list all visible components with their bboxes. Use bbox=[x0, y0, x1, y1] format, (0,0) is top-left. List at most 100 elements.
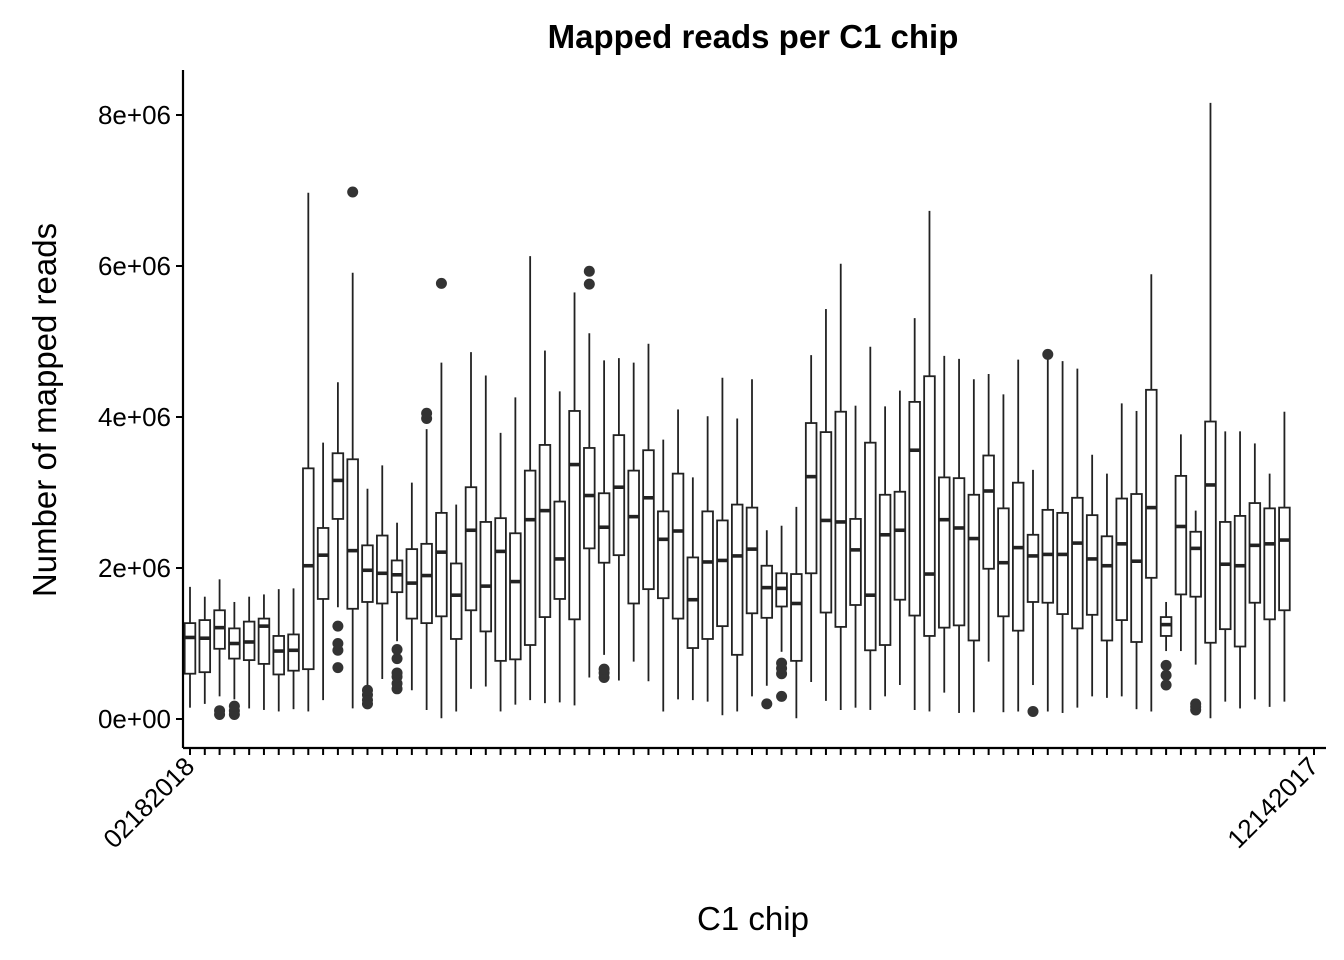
box bbox=[790, 573, 803, 662]
box-group bbox=[1130, 410, 1143, 710]
box bbox=[760, 564, 774, 619]
box-group bbox=[331, 382, 345, 674]
box-group bbox=[775, 525, 788, 702]
box bbox=[864, 441, 877, 652]
box-group bbox=[1278, 411, 1291, 702]
box-group bbox=[967, 379, 981, 713]
y-tick-label: 4e+06 bbox=[98, 402, 171, 432]
box-group bbox=[790, 506, 803, 719]
box-group bbox=[435, 277, 448, 719]
box-group bbox=[583, 265, 596, 678]
box bbox=[449, 562, 463, 640]
outlier-point bbox=[421, 407, 433, 419]
box-group bbox=[1233, 431, 1247, 709]
box bbox=[435, 511, 448, 618]
box-group bbox=[686, 477, 700, 701]
box bbox=[464, 486, 478, 612]
box-group bbox=[938, 355, 951, 693]
outlier-point bbox=[347, 186, 359, 198]
outlier-point bbox=[332, 662, 344, 674]
box-group bbox=[1263, 473, 1276, 707]
y-axis: 0e+00 2e+06 4e+06 6e+06 8e+06 bbox=[98, 70, 185, 748]
x-tick-label: 12142017 bbox=[1221, 751, 1324, 854]
box bbox=[1071, 496, 1084, 630]
box-group bbox=[923, 210, 936, 712]
outlier-point bbox=[1190, 698, 1202, 710]
box-group bbox=[878, 406, 892, 697]
outlier-point bbox=[1160, 679, 1172, 691]
x-axis-title: C1 chip bbox=[697, 900, 809, 937]
box bbox=[213, 609, 226, 650]
box bbox=[1189, 530, 1202, 598]
box-group bbox=[1011, 359, 1025, 712]
box-group bbox=[523, 256, 537, 701]
y-tick-label: 6e+06 bbox=[98, 251, 171, 281]
box bbox=[1145, 388, 1158, 579]
box-group bbox=[701, 416, 714, 702]
box-group bbox=[346, 186, 359, 709]
box-group bbox=[671, 409, 685, 700]
box-group bbox=[893, 390, 907, 686]
outlier-point bbox=[391, 644, 403, 656]
box bbox=[272, 635, 285, 676]
box-group bbox=[257, 594, 271, 710]
box-group bbox=[272, 589, 285, 712]
outlier-point bbox=[391, 667, 403, 679]
box bbox=[494, 517, 507, 662]
box bbox=[745, 506, 759, 615]
box-group bbox=[405, 482, 419, 691]
box bbox=[420, 542, 433, 625]
outlier-point bbox=[1027, 705, 1039, 717]
box bbox=[923, 375, 936, 637]
box-group bbox=[1204, 102, 1217, 719]
box-group bbox=[1145, 274, 1158, 712]
box-group bbox=[819, 309, 833, 701]
y-tick-label: 0e+00 bbox=[98, 704, 171, 734]
box bbox=[908, 400, 921, 617]
box-group bbox=[1085, 454, 1099, 697]
box-group bbox=[242, 596, 256, 709]
box-group bbox=[627, 362, 640, 662]
box bbox=[1233, 515, 1247, 648]
box-group bbox=[612, 358, 626, 681]
box bbox=[834, 410, 847, 628]
box bbox=[967, 493, 981, 642]
box-group bbox=[568, 292, 581, 706]
box-group bbox=[1248, 443, 1262, 700]
box bbox=[1204, 420, 1217, 644]
box-group bbox=[1041, 348, 1055, 712]
outlier-point bbox=[583, 265, 595, 277]
box bbox=[952, 477, 966, 627]
box bbox=[509, 532, 522, 661]
box-group bbox=[864, 346, 877, 710]
box bbox=[1026, 533, 1040, 603]
box-group bbox=[1100, 473, 1114, 698]
box-group bbox=[376, 465, 389, 679]
box-group bbox=[479, 375, 493, 687]
box bbox=[287, 633, 300, 672]
box bbox=[730, 503, 744, 656]
box-group bbox=[834, 263, 847, 710]
box bbox=[1263, 507, 1276, 621]
box bbox=[701, 510, 714, 640]
box-group bbox=[302, 192, 315, 712]
box bbox=[331, 452, 345, 520]
box bbox=[538, 444, 552, 618]
box bbox=[1115, 497, 1128, 621]
chart-title: Mapped reads per C1 chip bbox=[548, 18, 959, 55]
box bbox=[804, 422, 818, 575]
box-group bbox=[316, 442, 330, 701]
box-group bbox=[997, 394, 1010, 713]
box bbox=[523, 469, 537, 646]
box bbox=[1130, 493, 1143, 643]
box-group bbox=[183, 586, 197, 708]
box-group bbox=[287, 588, 300, 710]
box bbox=[982, 454, 995, 570]
y-tick-label: 8e+06 bbox=[98, 100, 171, 130]
box-group bbox=[716, 377, 729, 716]
box-group bbox=[642, 343, 655, 682]
plot-area bbox=[183, 102, 1291, 720]
box-group bbox=[849, 405, 862, 708]
box-group bbox=[1056, 361, 1069, 713]
box-group bbox=[908, 318, 921, 710]
